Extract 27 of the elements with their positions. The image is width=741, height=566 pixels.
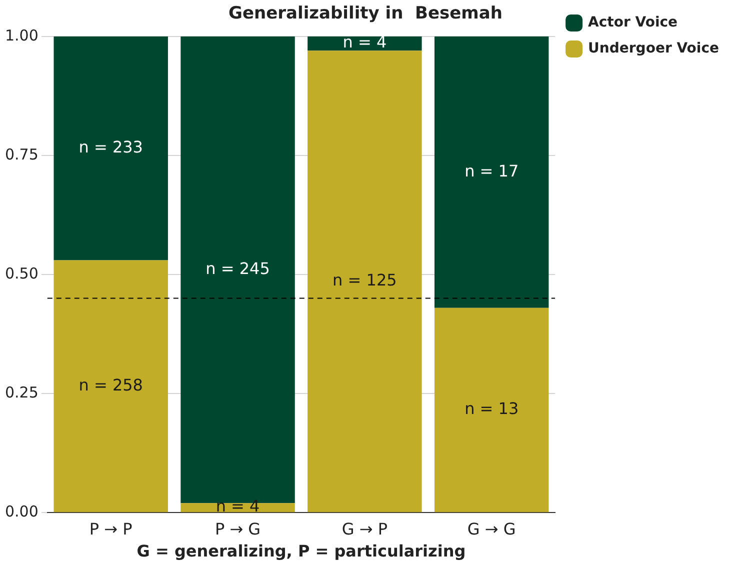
- bar: [308, 50, 422, 512]
- bar: [54, 36, 168, 260]
- x-tick-label: G → G: [467, 519, 516, 538]
- annotation: n = 17: [464, 161, 519, 180]
- y-tick-label: 0.25: [4, 383, 38, 402]
- bar: [434, 36, 549, 308]
- annotation: n = 125: [332, 270, 397, 290]
- legend-label: Actor Voice: [588, 14, 678, 31]
- annotation: n = 4: [342, 32, 387, 52]
- legend-label: Undergoer Voice: [588, 40, 720, 57]
- bar: [54, 260, 168, 512]
- annotation: n = 245: [206, 258, 270, 278]
- bar: [434, 308, 549, 512]
- annotation: n = 4: [216, 496, 260, 516]
- annotation: n = 13: [464, 399, 519, 418]
- x-tick-label: P → G: [214, 519, 261, 538]
- chart-title: Generalizability in Besemah: [228, 4, 502, 24]
- x-tick-label: P → P: [89, 519, 133, 538]
- annotation: n = 233: [78, 137, 143, 156]
- y-tick-label: 0.50: [4, 264, 38, 282]
- bar: [308, 36, 422, 51]
- y-tick-label: 0.00: [4, 502, 38, 520]
- x-tick-label: G → P: [342, 519, 388, 538]
- y-tick-label: 1.00: [4, 26, 38, 44]
- y-tick-label: 0.75: [4, 145, 38, 164]
- x-axis-title: G = generalizing, P = particularizing: [136, 542, 466, 561]
- annotation: n = 258: [78, 375, 143, 394]
